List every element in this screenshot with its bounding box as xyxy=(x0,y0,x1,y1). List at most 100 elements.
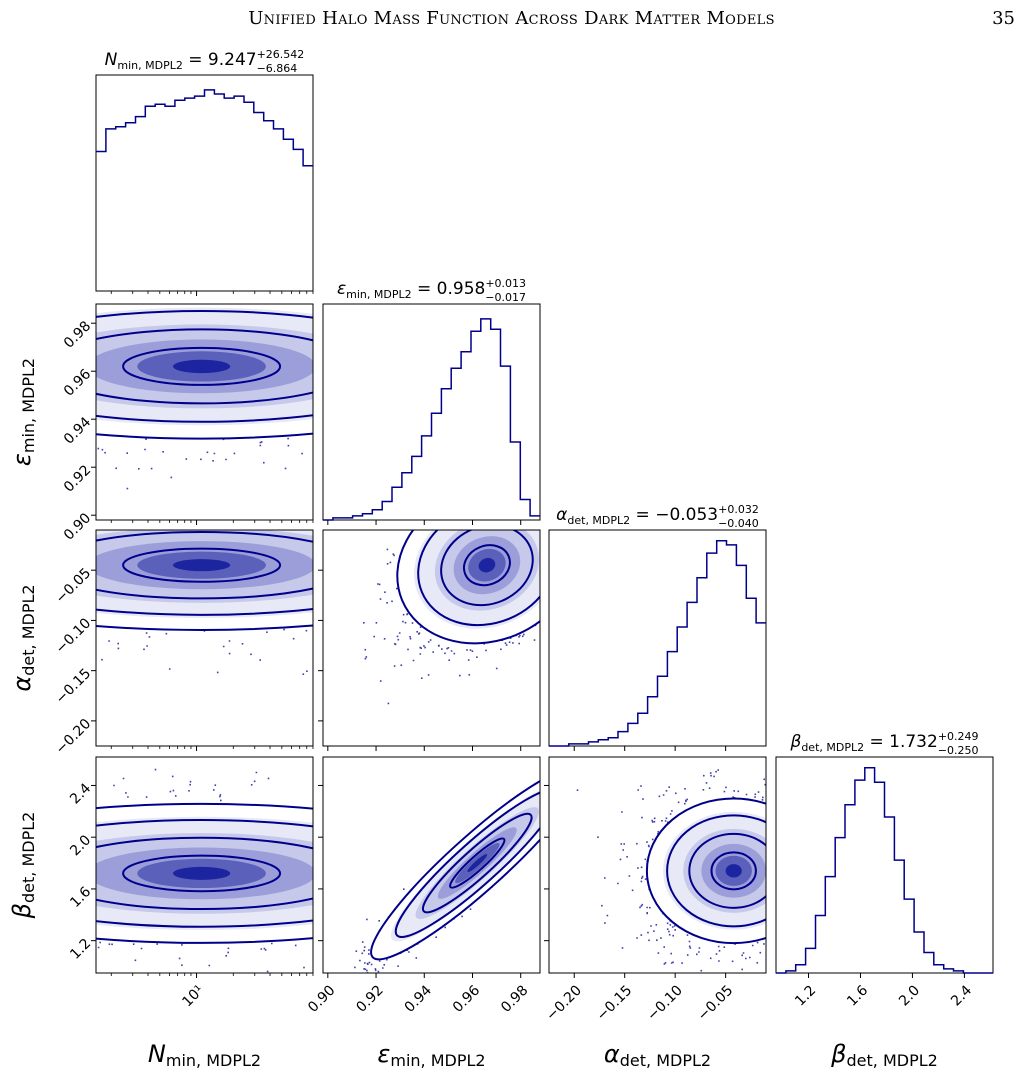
contour-2 xyxy=(440,530,534,607)
panel-content xyxy=(96,304,313,490)
density-level-5 xyxy=(725,864,742,878)
y-tick-label: 1.2 xyxy=(67,936,94,963)
density-level-5 xyxy=(478,557,496,573)
density-level-5 xyxy=(172,559,231,572)
histogram-title-lower-err: −0.250 xyxy=(938,744,979,757)
histogram-frame xyxy=(548,529,767,747)
histogram-title: αdet, MDPL2 = −0.053+0.032 xyxy=(556,503,759,527)
panel-frame xyxy=(322,529,541,747)
y-tick-label: 2.0 xyxy=(67,832,94,859)
contour-3 xyxy=(710,851,757,891)
contour-1 xyxy=(96,819,313,928)
pair-panel-3-2 xyxy=(548,756,767,974)
contour-0 xyxy=(96,432,313,440)
contour-1 xyxy=(96,607,313,616)
histogram-title-lower-err: −0.017 xyxy=(485,291,526,304)
x-tick-label: 0.90 xyxy=(305,982,338,1015)
histogram-step-line xyxy=(96,89,313,167)
contour-3 xyxy=(122,854,282,893)
y-tick-label: 2.4 xyxy=(67,780,94,807)
x-tick-label: 0.96 xyxy=(450,982,483,1015)
contour-2 xyxy=(421,812,533,914)
x-tick-label: 1.6 xyxy=(844,982,871,1009)
x-tick-label: 10¹ xyxy=(179,982,207,1010)
histogram-step-line xyxy=(549,540,766,747)
panel-frame xyxy=(548,756,767,974)
y-tick-label: 0.96 xyxy=(61,366,94,399)
page-header: Unified Halo Mass Function Across Dark M… xyxy=(0,0,1023,40)
contour-3 xyxy=(449,837,506,889)
running-title: Unified Halo Mass Function Across Dark M… xyxy=(248,8,775,29)
contour-0 xyxy=(396,530,540,645)
contour-1 xyxy=(417,530,540,627)
pair-panel-3-0 xyxy=(95,756,314,974)
y-tick-label: −0.05 xyxy=(53,565,95,607)
panel-content xyxy=(354,765,540,973)
pair-panel-3-1 xyxy=(322,756,541,974)
x-tick-label: −0.10 xyxy=(644,982,686,1024)
contour-0 xyxy=(370,765,540,961)
histogram-step-line xyxy=(776,767,993,974)
panel-content xyxy=(363,530,540,705)
y-tick-label: 1.6 xyxy=(67,884,94,911)
density-level-5 xyxy=(172,359,231,374)
contour-1 xyxy=(666,814,766,928)
contour-3 xyxy=(122,346,282,386)
contour-0 xyxy=(645,797,766,945)
y-axis-label: βdet, MDPL2 xyxy=(8,812,38,920)
pair-panel-1-0 xyxy=(95,303,314,521)
histogram-title: Nmin, MDPL2 = 9.247+26.542 xyxy=(105,48,305,72)
panel-frame xyxy=(95,529,314,747)
histogram-title-lower-err: −0.040 xyxy=(718,517,759,530)
x-tick-label: −0.05 xyxy=(695,982,737,1024)
x-tick-label: −0.20 xyxy=(543,982,585,1024)
histogram-title-lower-err: −6.864 xyxy=(257,62,298,75)
y-tick-label: −0.15 xyxy=(53,666,95,708)
histogram-0: Nmin, MDPL2 = 9.247+26.542−6.864 xyxy=(95,48,314,292)
x-axis-label: αdet, MDPL2 xyxy=(604,1040,711,1070)
pair-panel-2-1 xyxy=(322,529,541,747)
panel-content xyxy=(96,768,313,973)
x-tick-label: 0.94 xyxy=(402,982,435,1015)
histogram-title: εmin, MDPL2 = 0.958+0.013 xyxy=(337,277,526,301)
contour-1 xyxy=(96,310,313,423)
pair-panel-2-0 xyxy=(95,529,314,747)
y-tick-label: 0.90 xyxy=(61,510,94,543)
contour-2 xyxy=(96,530,313,600)
histogram-1: εmin, MDPL2 = 0.958+0.013−0.017 xyxy=(322,277,541,521)
contour-0 xyxy=(96,624,313,631)
x-tick-label: 0.98 xyxy=(498,982,531,1015)
y-tick-label: 0.94 xyxy=(61,414,94,447)
histogram-frame xyxy=(95,74,314,292)
y-tick-label: −0.20 xyxy=(53,716,95,758)
x-axis-label: βdet, MDPL2 xyxy=(830,1040,938,1070)
contour-3 xyxy=(122,547,282,583)
histogram-step-line xyxy=(323,318,540,521)
y-axis-label: εmin, MDPL2 xyxy=(8,358,38,466)
contour-0 xyxy=(96,802,313,944)
panel-frame xyxy=(95,756,314,974)
contour-2 xyxy=(96,836,313,910)
y-tick-label: −0.10 xyxy=(53,615,95,657)
density-level-5 xyxy=(172,866,231,880)
x-tick-label: 0.92 xyxy=(353,982,386,1015)
x-axis-label: Nmin, MDPL2 xyxy=(148,1040,261,1070)
contour-3 xyxy=(463,544,511,587)
histogram-frame xyxy=(322,303,541,521)
histogram-2: αdet, MDPL2 = −0.053+0.032−0.040 xyxy=(548,503,767,747)
panel-frame xyxy=(95,303,314,521)
histogram-title: βdet, MDPL2 = 1.732+0.249 xyxy=(789,730,978,754)
contour-1 xyxy=(394,788,540,938)
y-axis-label: αdet, MDPL2 xyxy=(8,584,38,691)
contour-2 xyxy=(688,832,766,909)
x-tick-label: 2.4 xyxy=(948,982,975,1009)
x-tick-label: −0.15 xyxy=(594,982,636,1024)
panel-content xyxy=(96,530,313,675)
x-axis-label: εmin, MDPL2 xyxy=(377,1040,485,1070)
contour-2 xyxy=(96,328,313,405)
page-number: 35 xyxy=(992,8,1015,29)
panel-content xyxy=(576,769,766,972)
density-level-5 xyxy=(467,854,488,873)
histogram-3: βdet, MDPL2 = 1.732+0.249−0.250 xyxy=(775,730,994,974)
